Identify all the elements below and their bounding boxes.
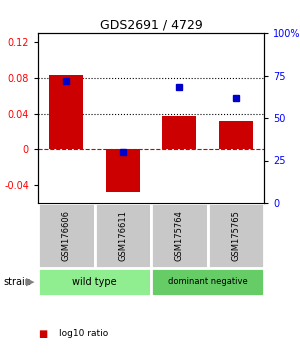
Text: ▶: ▶ bbox=[26, 277, 34, 287]
Title: GDS2691 / 4729: GDS2691 / 4729 bbox=[100, 19, 202, 32]
Text: strain: strain bbox=[3, 277, 31, 287]
Bar bbox=[208, 203, 264, 268]
Text: GSM175765: GSM175765 bbox=[231, 210, 240, 261]
Text: log10 ratio: log10 ratio bbox=[59, 330, 108, 338]
Bar bbox=[38, 203, 94, 268]
Text: ■: ■ bbox=[38, 329, 47, 339]
Text: dominant negative: dominant negative bbox=[168, 278, 248, 286]
Bar bbox=[49, 75, 83, 149]
Text: GSM175764: GSM175764 bbox=[175, 210, 184, 261]
Bar bbox=[94, 203, 151, 268]
Text: GSM176611: GSM176611 bbox=[118, 210, 127, 261]
Bar bbox=[106, 149, 140, 192]
Bar bbox=[151, 268, 264, 296]
Bar bbox=[162, 116, 196, 149]
Text: GSM176606: GSM176606 bbox=[62, 210, 71, 261]
Bar bbox=[219, 121, 253, 149]
Text: wild type: wild type bbox=[72, 277, 117, 287]
Bar bbox=[38, 268, 151, 296]
Bar bbox=[151, 203, 208, 268]
